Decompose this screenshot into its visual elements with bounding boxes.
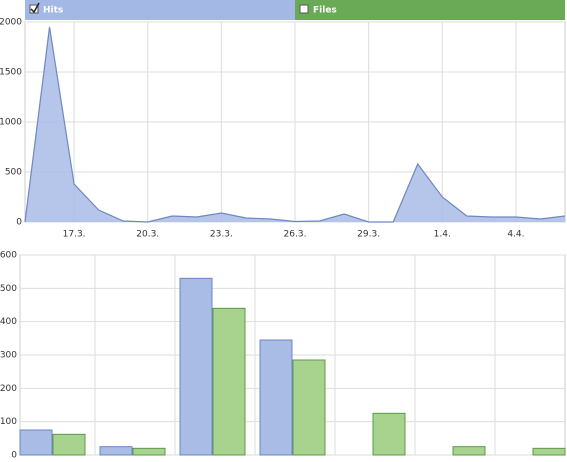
bar: [179, 277, 213, 456]
x-tick-label: 23.3.: [210, 230, 233, 240]
bar: [132, 447, 166, 456]
y-tick-label: 200: [0, 384, 17, 394]
x-tick-label: 4.4.: [507, 230, 524, 240]
y-tick-label: 0: [16, 218, 22, 228]
x-tick-label: 1.4.: [434, 230, 451, 240]
bar: [292, 359, 326, 456]
area: [25, 27, 565, 222]
y-tick-label: 1000: [0, 118, 22, 128]
bar: [19, 429, 53, 456]
y-tick-label: 500: [5, 168, 22, 178]
bar: [532, 447, 566, 456]
legend-tab[interactable]: [295, 0, 565, 20]
legend-check: [30, 2, 40, 14]
y-tick-label: 400: [0, 317, 17, 327]
legend-label[interactable]: Files: [313, 6, 337, 16]
y-tick-label: 500: [0, 284, 17, 294]
x-tick-label: 20.3.: [136, 230, 159, 240]
bar: [52, 433, 86, 456]
bar: [372, 412, 406, 456]
bar: [212, 307, 246, 456]
legend-label[interactable]: Hits: [43, 6, 63, 16]
y-tick-label: 2000: [0, 18, 22, 28]
bar: [259, 339, 293, 456]
series-line: [24, 26, 566, 223]
y-tick-label: 100: [0, 417, 17, 427]
y-tick-label: 1500: [0, 68, 22, 78]
legend-tab[interactable]: [25, 0, 295, 20]
bar: [452, 446, 486, 456]
x-tick-label: 26.3.: [284, 230, 307, 240]
x-tick-label: 17.3.: [63, 230, 86, 240]
y-tick-label: 300: [0, 351, 17, 361]
y-tick-label: 0: [11, 451, 17, 461]
bar: [99, 446, 133, 456]
x-tick-label: 29.3.: [357, 230, 380, 240]
legend-checkbox[interactable]: [299, 4, 309, 14]
y-tick-label: 600: [0, 251, 17, 261]
